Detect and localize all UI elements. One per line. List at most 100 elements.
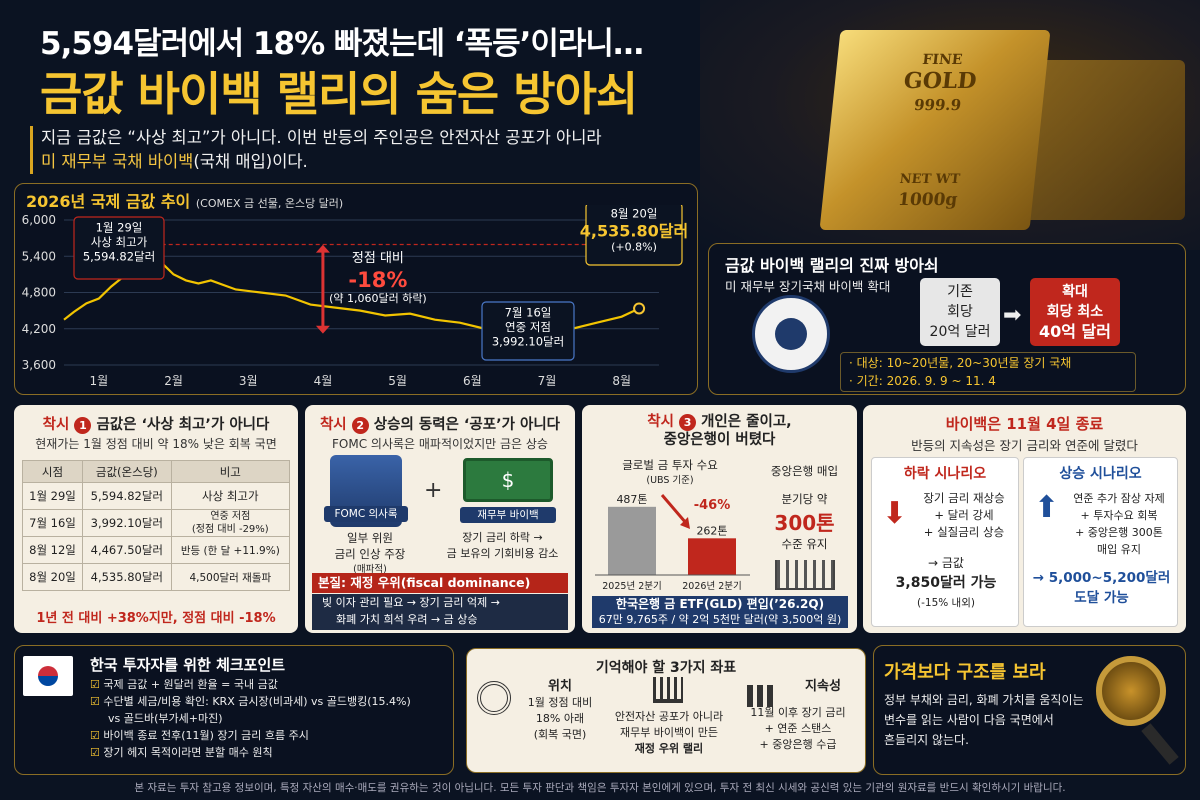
table-row: 8월 12일 4,467.50달러 반등 (한 달 +11.9%) bbox=[21, 536, 291, 564]
intro-highlight: 미 재무부 국채 바이백 bbox=[41, 152, 194, 171]
card1-heading: 금값은 ‘사상 최고’가 아니다 bbox=[96, 417, 270, 433]
table-header-row: 시점 금값(온스당) 비고 bbox=[21, 460, 291, 483]
peak-annotation-box bbox=[73, 216, 165, 280]
fomc-desc-line: 금리 인상 주장 bbox=[334, 547, 406, 561]
target-icon bbox=[477, 681, 511, 715]
up-title: 상승 시나리오 bbox=[1059, 466, 1142, 482]
y-tick-label: 6,000 bbox=[22, 213, 56, 227]
headline-main: 금값 바이백 랠리의 숨은 방아쇠 bbox=[40, 67, 638, 121]
decline-arrow bbox=[660, 494, 688, 524]
table-header: 시점 bbox=[21, 460, 84, 483]
check-text: 국제 금값 + 원달러 환율 = 국내 금값 bbox=[103, 678, 278, 691]
bar-category-label: 2025년 2분기 bbox=[602, 581, 661, 592]
dollar-bill-icon: $ bbox=[463, 458, 553, 502]
korea-flag-icon bbox=[23, 656, 73, 696]
up-item: 도달 가능 bbox=[1074, 590, 1129, 606]
coord-line: + 연준 스탠스 bbox=[764, 722, 832, 735]
y-tick-label: 4,800 bbox=[22, 286, 56, 300]
treasury-seal-icon bbox=[752, 295, 830, 373]
x-tick-label: 4월 bbox=[314, 374, 333, 388]
up-list: 연준 추가 잠상 자제 + 투자수요 회복 + 중앙은행 300톤 매입 유지 bbox=[1060, 490, 1178, 558]
chart-subtitle: (COMEX 금 선물, 온스당 달러) bbox=[195, 197, 344, 210]
drop-arrow-head bbox=[315, 244, 330, 253]
intro-line1: 지금 금값은 “사상 최고”가 아니다. 이번 반등의 주인공은 안전자산 공포… bbox=[41, 128, 602, 147]
up-item: + 중앙은행 300톤 bbox=[1075, 526, 1163, 539]
table-cell: 연중 저점 (정점 대비 -29%) bbox=[170, 509, 291, 537]
low-annotation-box bbox=[481, 301, 575, 361]
down-item: + 달러 강세 bbox=[934, 508, 994, 522]
demand-source: (UBS 기준) bbox=[646, 475, 694, 486]
bank-icon bbox=[653, 677, 683, 703]
last-annotation-text: 8월 20일 bbox=[611, 207, 658, 221]
essence-chain: 빚 이자 관리 필요 → 장기 금리 억제 → 화폐 가치 희석 우려 → 금 … bbox=[312, 594, 568, 630]
up-item: + 투자수요 회복 bbox=[1080, 509, 1158, 522]
check-text: 수단별 세금/비용 확인: KRX 금시장(비과세) vs 골드뱅킹(15.4%… bbox=[103, 695, 411, 708]
buyback-target: · 대상: 10~20년물, 20~30년물 장기 국채 bbox=[849, 356, 1072, 370]
down-scenario: 하락 시나리오 ⬇ 장기 금리 재상승 + 달러 강세 + 실질금리 상승 → … bbox=[871, 457, 1019, 627]
gold-bar-gold: GOLD bbox=[902, 68, 978, 94]
down-target: 3,850달러 가능 bbox=[895, 575, 997, 591]
low-annotation-text: 연중 저점 bbox=[505, 320, 551, 334]
coordinates-panel: 기억해야 할 3가지 좌표 위치 1월 정점 대비 18% 아래 (회복 국면)… bbox=[466, 648, 866, 773]
low-annotation-text: 7월 16일 bbox=[505, 306, 552, 320]
intro-rest: (국채 매입)이다. bbox=[193, 152, 308, 171]
table-row: 8월 20일 4,535.80달러 4,500달러 재돌파 bbox=[21, 563, 291, 591]
arrow-right-icon: ➡ bbox=[1003, 303, 1022, 328]
headline-top: 5,594달러에서 18% 빠졌는데 ‘폭등’이라니… bbox=[40, 26, 644, 62]
buyback-label: 재무부 바이백 bbox=[460, 507, 556, 523]
table-row: 1월 29일 5,594.82달러 사상 최고가 bbox=[21, 482, 291, 510]
table-cell: 8월 20일 bbox=[21, 563, 84, 591]
check-item: ☑ 수단별 세금/비용 확인: KRX 금시장(비과세) vs 골드뱅킹(15.… bbox=[90, 695, 411, 708]
bar-value-label: 262톤 bbox=[696, 524, 727, 537]
x-tick-label: 1월 bbox=[90, 374, 109, 388]
essence-banner: 본질: 재정 우위(fiscal dominance) bbox=[312, 573, 568, 593]
buyback-before-box: 기존 회당 20억 달러 bbox=[920, 278, 1000, 346]
coord-line: 18% 아래 bbox=[535, 712, 585, 725]
card2-number-badge: 2 bbox=[351, 417, 369, 434]
before-label: 기존 bbox=[947, 284, 973, 300]
check-item: ☑ 바이백 종료 전후(11월) 장기 금리 흐름 주시 bbox=[90, 729, 309, 742]
last-point-marker bbox=[633, 302, 646, 315]
intro-line2: 미 재무부 국채 바이백(국채 매입)이다. bbox=[41, 150, 720, 174]
down-pct: (-15% 내외) bbox=[917, 597, 975, 609]
cb-amount: 300톤 bbox=[774, 511, 835, 535]
fomc-desc: 일부 위원 금리 인상 주장 (매파적) bbox=[315, 530, 425, 578]
structure-line: 정부 부채와 금리, 화폐 가치를 움직이는 bbox=[884, 693, 1084, 707]
card4-title: 바이백은 11월 4일 종료 bbox=[945, 415, 1104, 433]
table-cell: 사상 최고가 bbox=[170, 482, 291, 510]
gold-price-chart: 6,000 5,400 4,800 4,200 3,600 1월 2월 3월 4월 5월 6월 7월 8… bbox=[22, 205, 688, 388]
bank-building-icon bbox=[774, 560, 835, 590]
card1-footer: 1년 전 대비 +38%지만, 정점 대비 -18% bbox=[36, 611, 276, 626]
chain-line: 화폐 가치 희석 우려 → 금 상승 bbox=[336, 613, 478, 626]
after-label: 확대 bbox=[1062, 284, 1088, 300]
card4-sub: 반등의 지속성은 장기 금리와 연준에 달렸다 bbox=[911, 438, 1138, 453]
fomc-desc-line: 일부 위원 bbox=[347, 531, 393, 545]
decline-pct: -46% bbox=[694, 498, 731, 513]
gold-bar-purity: 999.9 bbox=[913, 96, 963, 114]
low-annotation-text: 3,992.10달러 bbox=[492, 335, 564, 349]
card3-heading2: 중앙은행이 버텼다 bbox=[663, 432, 776, 448]
cb-title: 중앙은행 매입 bbox=[770, 464, 839, 478]
y-tick-label: 3,600 bbox=[22, 358, 56, 372]
gold-bar-weight: 1000g bbox=[896, 190, 959, 210]
gold-bar-net: NET WT bbox=[898, 172, 961, 187]
table-header: 금값(온스당) bbox=[82, 460, 172, 483]
down-item: → 금값 bbox=[928, 556, 964, 570]
bok-title: 한국은행 금 ETF(GLD) 편입(’26.2Q) bbox=[615, 597, 825, 611]
coord-line: 안전자산 공포가 아니라 bbox=[614, 710, 724, 723]
x-tick-label: 8월 bbox=[612, 374, 631, 388]
cb-line: 분기당 약 bbox=[781, 492, 828, 506]
x-tick-label: 6월 bbox=[463, 374, 482, 388]
structure-panel: 가격보다 구조를 보라 정부 부채와 금리, 화폐 가치를 움직이는 변수를 읽… bbox=[873, 645, 1186, 775]
bar-value-label: 487톤 bbox=[616, 493, 647, 506]
coord-position: 위치 1월 정점 대비 18% 아래 (회복 국면) bbox=[515, 679, 605, 743]
structure-line: 변수를 읽는 사람이 다음 국면에서 bbox=[884, 713, 1054, 727]
card2-sub: FOMC 의사록은 매파적이었지만 금은 상승 bbox=[332, 437, 548, 451]
table-cell: 7월 16일 bbox=[21, 509, 84, 537]
drop-arrow-head bbox=[315, 325, 330, 334]
buyback-period: · 기간: 2026. 9. 9 ~ 11. 4 bbox=[849, 374, 996, 388]
checkpoint-list: ☑ 국제 금값 + 원달러 환율 = 국내 금값 ☑ 수단별 세금/비용 확인:… bbox=[90, 676, 450, 761]
card3-heading: 개인은 줄이고, bbox=[701, 414, 792, 430]
x-tick-label: 3월 bbox=[239, 374, 258, 388]
table-cell: 4,467.50달러 bbox=[82, 536, 172, 564]
